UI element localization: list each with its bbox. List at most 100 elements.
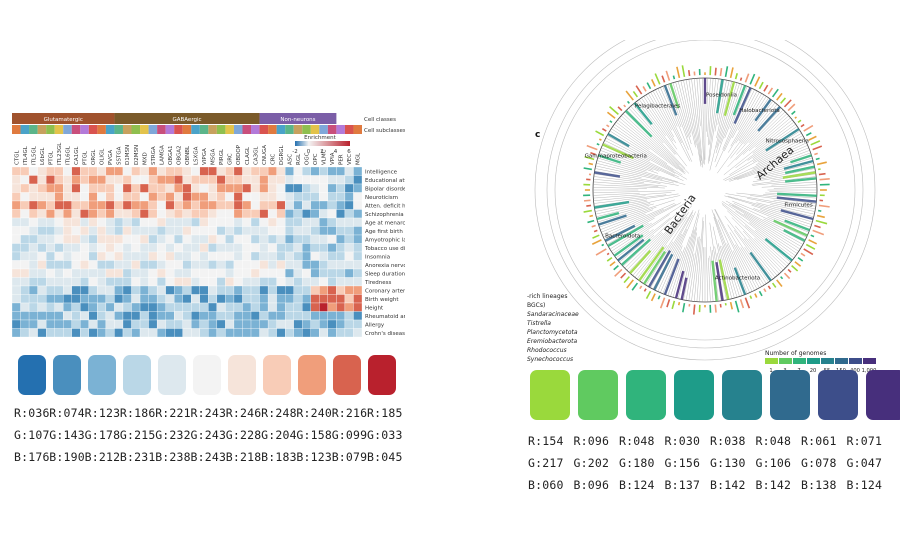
lineage-legend-entry: Tistrella: [527, 320, 551, 327]
heatmap-cell: [310, 328, 320, 338]
tree-branch: [729, 232, 762, 287]
heatmap-cell: [156, 285, 166, 295]
rgb-g-value: G:215: [119, 428, 156, 442]
heatmap-cell: [28, 217, 38, 227]
heatmap-cell: [344, 277, 354, 287]
rgb-r-value: R:038: [710, 434, 746, 448]
cell-subclass-swatch: [54, 125, 64, 134]
heatmap-cell: [208, 226, 218, 236]
heatmap-cell: [28, 251, 38, 261]
heatmap-cell: [20, 166, 30, 176]
trait-label: Height: [365, 305, 384, 311]
heatmap-cell: [54, 200, 64, 210]
outer-bar: [584, 156, 595, 161]
heatmap-cell: [45, 234, 55, 244]
tree-branch: [771, 157, 813, 171]
heatmap-cell: [310, 319, 320, 329]
rgb-g-value: G:158: [296, 428, 333, 442]
heatmap-cell: [45, 302, 55, 312]
heatmap-cell: [54, 192, 64, 202]
outer-bar: [776, 279, 783, 288]
heatmap-cell: [344, 311, 354, 321]
heatmap-cell: [267, 226, 277, 236]
heatmap-cell: [216, 166, 226, 176]
cell-subclass-swatch: [353, 125, 362, 134]
outer-bar: [591, 239, 602, 246]
heatmap-cell: [319, 217, 329, 227]
heatmap-cell: [216, 217, 226, 227]
tree-branch: [752, 133, 802, 162]
heatmap-cell: [156, 277, 166, 287]
tree-branch: [691, 78, 702, 162]
heatmap-cell: [45, 328, 55, 338]
rgb-value-column: R:185 G:033 B:045: [367, 402, 403, 468]
heatmap-cell: [20, 260, 30, 270]
heatmap-cell: [319, 277, 329, 287]
heatmap-cell: [71, 209, 81, 219]
heatmap-cell: [139, 260, 149, 270]
outer-bar: [780, 276, 784, 280]
column-label: PVGA: [108, 150, 114, 165]
heatmap-cell: [344, 209, 354, 219]
heatmap-cell: [20, 217, 30, 227]
clade-label: Firmicutes: [784, 202, 812, 208]
tree-branch: [636, 217, 685, 280]
outer-bar: [592, 234, 600, 239]
heatmap-cell: [208, 166, 218, 176]
heatmap-cell: [45, 192, 55, 202]
heatmap-cell: [174, 268, 183, 278]
tree-branch: [650, 92, 672, 131]
heatmap-cell: [199, 183, 209, 193]
heatmap-cell: [344, 234, 354, 244]
heatmap-cell: [97, 268, 107, 278]
heatmap-cell: [182, 302, 192, 312]
outer-bar: [734, 300, 740, 313]
heatmap-cell: [242, 166, 252, 176]
heatmap-cell: [191, 268, 200, 278]
heatmap-cell: [37, 285, 47, 295]
tree-branch: [709, 255, 714, 302]
heatmap-cell: [302, 200, 311, 210]
clade-wedge: [642, 250, 667, 285]
heatmap-cell: [45, 243, 55, 253]
heatmap-cell: [71, 285, 81, 295]
heatmap-cell: [88, 183, 98, 193]
rgb-r-value: R:048: [619, 434, 655, 448]
heatmap-cell: [191, 234, 200, 244]
heatmap-cell: [148, 200, 158, 210]
heatmap-cell: [285, 226, 294, 236]
rgb-g-value: G:180: [619, 456, 655, 470]
rgb-r-value: R:246: [225, 406, 262, 420]
heatmap-cell: [37, 302, 47, 312]
outer-bar: [609, 106, 619, 115]
column-label: D1MSN: [125, 145, 131, 165]
heatmap-cell: [80, 217, 89, 227]
heatmap-cell: [208, 311, 218, 321]
trait-label: Rheumatoid arthritis: [365, 314, 405, 320]
tree-branch: [601, 147, 660, 172]
heatmap-cell: [250, 209, 260, 219]
heatmap-cell: [327, 217, 337, 227]
heatmap-cell: [302, 209, 311, 219]
tree-branch: [763, 194, 817, 199]
heatmap-cell: [37, 200, 47, 210]
outer-bar: [614, 268, 623, 277]
tree-branch: [667, 247, 686, 296]
outer-bar: [800, 252, 806, 257]
heatmap-cell: [165, 175, 175, 185]
tree-branch: [707, 78, 711, 137]
heatmap-cell: [156, 243, 166, 253]
outer-bar: [763, 288, 767, 293]
tree-branch: [634, 213, 687, 278]
tree-branch: [641, 245, 668, 283]
heatmap-cell: [225, 200, 235, 210]
tree-branch: [744, 225, 789, 265]
heatmap-cell: [327, 285, 337, 295]
heatmap-cell: [242, 302, 252, 312]
outer-bar: [593, 229, 598, 233]
rgb-value-column: R:030 G:156 B:137: [665, 430, 701, 496]
heatmap-cell: [54, 328, 64, 338]
outer-bar: [744, 73, 750, 83]
heatmap-cell: [319, 328, 329, 338]
tree-branch: [601, 213, 646, 233]
